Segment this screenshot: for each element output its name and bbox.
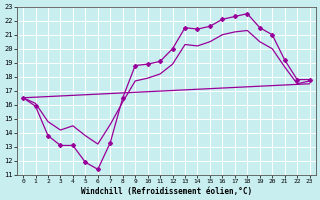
X-axis label: Windchill (Refroidissement éolien,°C): Windchill (Refroidissement éolien,°C) [81,187,252,196]
